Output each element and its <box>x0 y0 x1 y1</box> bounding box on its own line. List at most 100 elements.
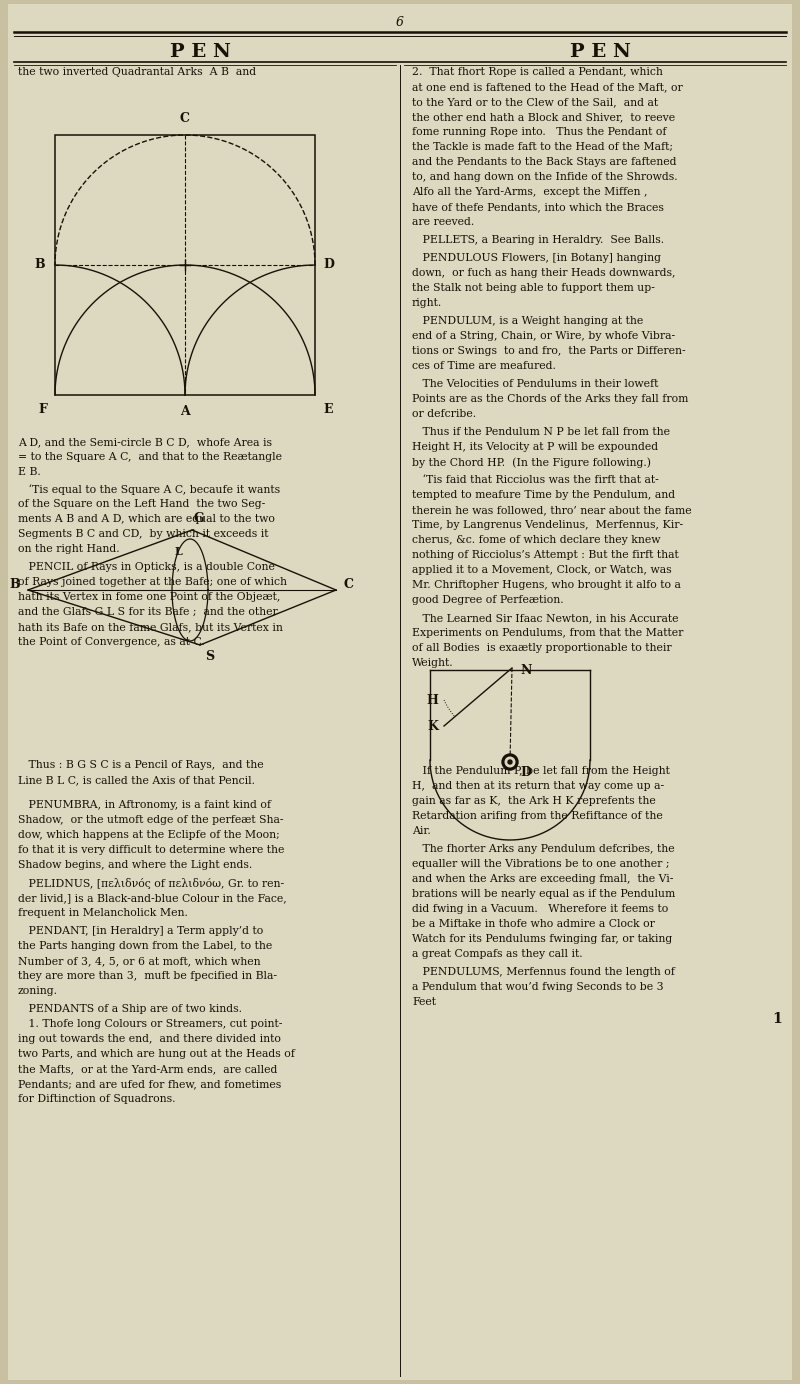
Text: to, and hang down on the Infide of the Shrowds.: to, and hang down on the Infide of the S… <box>412 172 678 183</box>
Text: to the Yard or to the Clew of the Sail,  and at: to the Yard or to the Clew of the Sail, … <box>412 97 658 107</box>
Text: by the Chord HP.  (In the Figure following.): by the Chord HP. (In the Figure followin… <box>412 457 651 468</box>
Text: A D, and the Semi-circle B C D,  whofe Area is: A D, and the Semi-circle B C D, whofe Ar… <box>18 437 272 447</box>
Text: E B.: E B. <box>18 466 41 477</box>
Text: P E N: P E N <box>570 43 630 61</box>
Circle shape <box>508 760 512 764</box>
Text: and the Glafs G L S for its Bafe ;  and the other: and the Glafs G L S for its Bafe ; and t… <box>18 608 278 617</box>
Text: a Pendulum that wou’d fwing Seconds to be 3: a Pendulum that wou’d fwing Seconds to b… <box>412 983 664 992</box>
Text: cherus, &c. fome of which declare they knew: cherus, &c. fome of which declare they k… <box>412 536 661 545</box>
Text: A: A <box>180 406 190 418</box>
Text: applied it to a Movement, Clock, or Watch, was: applied it to a Movement, Clock, or Watc… <box>412 565 672 574</box>
Text: The Velocities of Pendulums in their loweft: The Velocities of Pendulums in their low… <box>412 379 658 389</box>
Text: zoning.: zoning. <box>18 985 58 996</box>
Text: Watch for its Pendulums fwinging far, or taking: Watch for its Pendulums fwinging far, or… <box>412 934 672 944</box>
Text: PENDANT, [in Heraldry] a Term apply’d to: PENDANT, [in Heraldry] a Term apply’d to <box>18 926 263 936</box>
Text: E: E <box>323 403 333 417</box>
Text: nothing of Ricciolus’s Attempt : But the firft that: nothing of Ricciolus’s Attempt : But the… <box>412 549 678 561</box>
Text: they are more than 3,  muft be fpecified in Bla-: they are more than 3, muft be fpecified … <box>18 972 277 981</box>
Text: PENDULUMS, Merfennus found the length of: PENDULUMS, Merfennus found the length of <box>412 967 675 977</box>
Text: Shadow,  or the utmoft edge of the perfeæt Sha-: Shadow, or the utmoft edge of the perfeæ… <box>18 815 283 825</box>
Text: If the Pendulum P, be let fall from the Height: If the Pendulum P, be let fall from the … <box>412 765 670 776</box>
Text: the Mafts,  or at the Yard-Arm ends,  are called: the Mafts, or at the Yard-Arm ends, are … <box>18 1064 278 1074</box>
Text: hath its Bafe on the fame Glafs, but its Vertex in: hath its Bafe on the fame Glafs, but its… <box>18 621 283 632</box>
Text: Thus if the Pendulum N P be let fall from the: Thus if the Pendulum N P be let fall fro… <box>412 428 670 437</box>
Text: B: B <box>34 259 45 271</box>
Text: of the Square on the Left Hand  the two Seg-: of the Square on the Left Hand the two S… <box>18 500 266 509</box>
Text: frequent in Melancholick Men.: frequent in Melancholick Men. <box>18 908 188 918</box>
Text: = to the Square A C,  and that to the Reætangle: = to the Square A C, and that to the Reæ… <box>18 453 282 462</box>
Text: the other end hath a Block and Shiver,  to reeve: the other end hath a Block and Shiver, t… <box>412 112 675 122</box>
Text: Experiments on Pendulums, from that the Matter: Experiments on Pendulums, from that the … <box>412 628 683 638</box>
Text: down,  or fuch as hang their Heads downwards,: down, or fuch as hang their Heads downwa… <box>412 268 675 278</box>
Text: D: D <box>520 765 531 779</box>
Circle shape <box>502 754 518 770</box>
Text: H: H <box>426 693 438 706</box>
Text: 1. Thofe long Colours or Streamers, cut point-: 1. Thofe long Colours or Streamers, cut … <box>18 1019 282 1028</box>
Text: PENDANTS of a Ship are of two kinds.: PENDANTS of a Ship are of two kinds. <box>18 1003 242 1014</box>
Circle shape <box>506 757 515 767</box>
Text: Number of 3, 4, 5, or 6 at moft, which when: Number of 3, 4, 5, or 6 at moft, which w… <box>18 956 261 966</box>
Text: tempted to meafure Time by the Pendulum, and: tempted to meafure Time by the Pendulum,… <box>412 490 675 500</box>
Text: two Parts, and which are hung out at the Heads of: two Parts, and which are hung out at the… <box>18 1049 295 1059</box>
Text: The Learned Sir Ifaac Newton, in his Accurate: The Learned Sir Ifaac Newton, in his Acc… <box>412 613 678 623</box>
Text: therein he was followed, thro’ near about the fame: therein he was followed, thro’ near abou… <box>412 505 692 515</box>
Text: the two inverted Quadrantal Arks  A B  and: the two inverted Quadrantal Arks A B and <box>18 66 256 78</box>
Text: of all Bodies  is exaætly proportionable to their: of all Bodies is exaætly proportionable … <box>412 644 672 653</box>
Text: L: L <box>174 547 182 556</box>
Text: ing out towards the end,  and there divided into: ing out towards the end, and there divid… <box>18 1034 281 1044</box>
Text: fome running Rope into.   Thus the Pendant of: fome running Rope into. Thus the Pendant… <box>412 127 666 137</box>
Text: PENDULOUS Flowers, [in Botany] hanging: PENDULOUS Flowers, [in Botany] hanging <box>412 253 661 263</box>
Text: on the right Hand.: on the right Hand. <box>18 544 120 554</box>
Text: Retardation arifing from the Refiftance of the: Retardation arifing from the Refiftance … <box>412 811 662 821</box>
Text: hath its Vertex in fome one Point of the Objeæt,: hath its Vertex in fome one Point of the… <box>18 592 280 602</box>
Text: Line B L C, is called the Axis of that Pencil.: Line B L C, is called the Axis of that P… <box>18 775 255 785</box>
Text: Points are as the Chords of the Arks they fall from: Points are as the Chords of the Arks the… <box>412 394 688 404</box>
Text: Weight.: Weight. <box>412 657 454 668</box>
Text: good Degree of Perfeætion.: good Degree of Perfeætion. <box>412 595 564 605</box>
Text: at one end is faftened to the Head of the Maft, or: at one end is faftened to the Head of th… <box>412 82 682 91</box>
Text: Thus : B G S C is a Pencil of Rays,  and the: Thus : B G S C is a Pencil of Rays, and … <box>18 760 264 770</box>
Text: fo that it is very difficult to determine where the: fo that it is very difficult to determin… <box>18 846 284 855</box>
Text: be a Miftake in thofe who admire a Clock or: be a Miftake in thofe who admire a Clock… <box>412 919 655 929</box>
Text: the Parts hanging down from the Label, to the: the Parts hanging down from the Label, t… <box>18 941 272 951</box>
Text: der livid,] is a Black-and-blue Colour in the Face,: der livid,] is a Black-and-blue Colour i… <box>18 893 286 902</box>
Text: have of thefe Pendants, into which the Braces: have of thefe Pendants, into which the B… <box>412 202 664 212</box>
Text: for Diftinction of Squadrons.: for Diftinction of Squadrons. <box>18 1093 175 1104</box>
Text: the Stalk not being able to fupport them up-: the Stalk not being able to fupport them… <box>412 282 655 293</box>
Text: F: F <box>38 403 47 417</box>
Text: D: D <box>323 259 334 271</box>
Text: dow, which happens at the Eclipfe of the Moon;: dow, which happens at the Eclipfe of the… <box>18 830 280 840</box>
Text: the Tackle is made faft to the Head of the Maft;: the Tackle is made faft to the Head of t… <box>412 143 673 152</box>
Text: The fhorter Arks any Pendulum defcribes, the: The fhorter Arks any Pendulum defcribes,… <box>412 844 674 854</box>
Text: equaller will the Vibrations be to one another ;: equaller will the Vibrations be to one a… <box>412 859 670 869</box>
Text: Mr. Chriftopher Hugens, who brought it alfo to a: Mr. Chriftopher Hugens, who brought it a… <box>412 580 681 590</box>
Text: C: C <box>180 112 190 125</box>
Text: gain as far as K,  the Ark H K reprefents the: gain as far as K, the Ark H K reprefents… <box>412 796 656 805</box>
Text: N: N <box>520 664 531 677</box>
Text: B: B <box>10 579 20 591</box>
Text: H,  and then at its return that way come up a-: H, and then at its return that way come … <box>412 781 664 792</box>
Text: right.: right. <box>412 298 442 309</box>
Text: are reeved.: are reeved. <box>412 217 474 227</box>
Text: P E N: P E N <box>170 43 230 61</box>
Text: or defcribe.: or defcribe. <box>412 410 476 419</box>
Text: did fwing in a Vacuum.   Wherefore it feems to: did fwing in a Vacuum. Wherefore it feem… <box>412 904 668 913</box>
Bar <box>55 136 315 394</box>
Text: Time, by Langrenus Vendelinus,  Merfennus, Kir-: Time, by Langrenus Vendelinus, Merfennus… <box>412 520 683 530</box>
Text: Feet: Feet <box>412 996 436 1008</box>
Text: a great Compafs as they call it.: a great Compafs as they call it. <box>412 949 582 959</box>
Text: PELLETS, a Bearing in Heraldry.  See Balls.: PELLETS, a Bearing in Heraldry. See Ball… <box>412 235 664 245</box>
Text: 1: 1 <box>772 1012 782 1026</box>
Text: ments A B and A D, which are equal to the two: ments A B and A D, which are equal to th… <box>18 513 275 525</box>
Text: S: S <box>205 650 214 663</box>
Text: brations will be nearly equal as if the Pendulum: brations will be nearly equal as if the … <box>412 889 675 900</box>
Text: K: K <box>427 720 438 732</box>
Text: of Rays joined together at the Bafe; one of which: of Rays joined together at the Bafe; one… <box>18 577 287 587</box>
Text: ‘Tis faid that Ricciolus was the firft that at-: ‘Tis faid that Ricciolus was the firft t… <box>412 475 658 484</box>
Text: tions or Swings  to and fro,  the Parts or Differen-: tions or Swings to and fro, the Parts or… <box>412 346 686 356</box>
Text: ces of Time are meafured.: ces of Time are meafured. <box>412 361 556 371</box>
Text: PELIDNUS, [πελιδνός of πελιδνόω, Gr. to ren-: PELIDNUS, [πελιδνός of πελιδνόω, Gr. to … <box>18 877 284 889</box>
Text: 6: 6 <box>396 15 404 29</box>
Text: PENUMBRA, in Aftronomy, is a faint kind of: PENUMBRA, in Aftronomy, is a faint kind … <box>18 800 271 810</box>
Text: PENDULUM, is a Weight hanging at the: PENDULUM, is a Weight hanging at the <box>412 316 643 327</box>
